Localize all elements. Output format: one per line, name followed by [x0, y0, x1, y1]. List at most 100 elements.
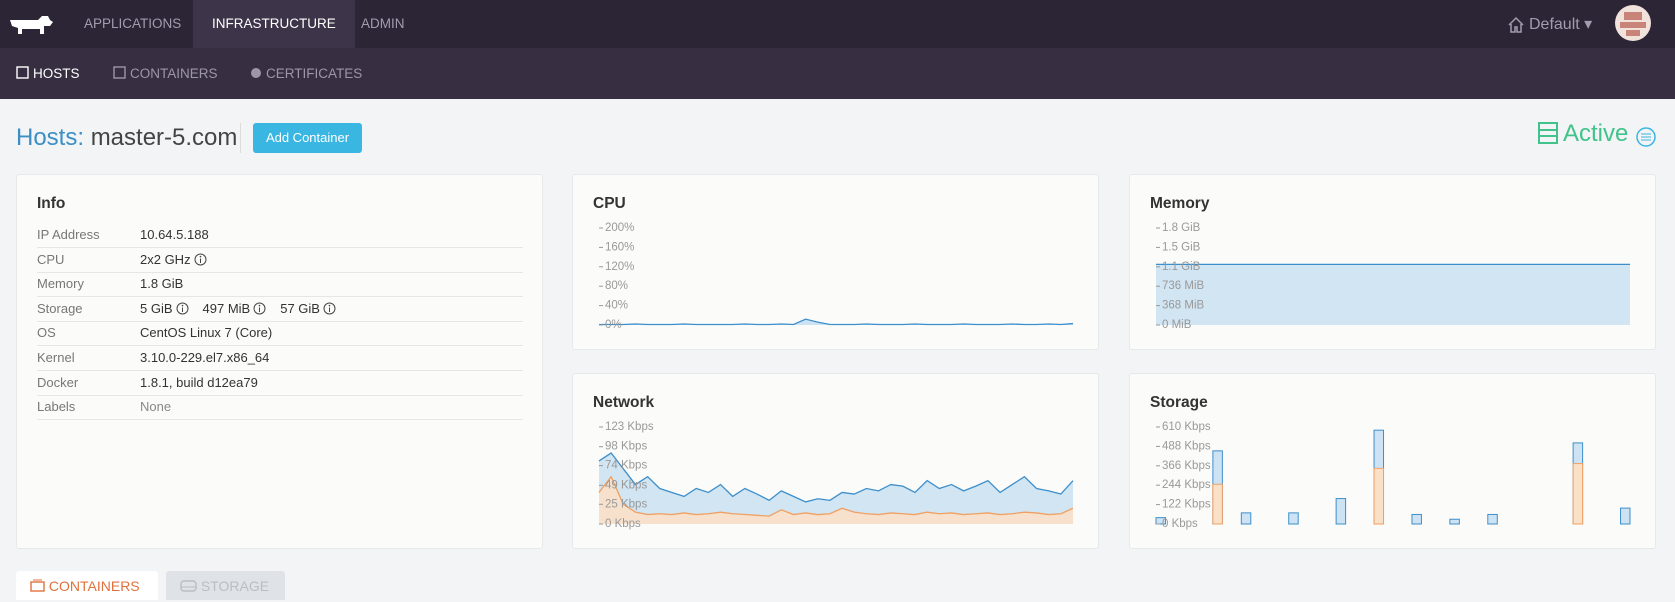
info-value: 2x2 GHz	[140, 251, 191, 267]
sub-item[interactable]: CONTAINERS	[113, 64, 218, 84]
info-value-wrap: 5 GiB	[140, 301, 189, 316]
area	[599, 453, 1073, 524]
y-tick-label: 488 Kbps	[1162, 440, 1211, 452]
y-tick-label: 0 MiB	[1162, 319, 1192, 331]
y-tick-label: 0 Kbps	[605, 518, 641, 530]
info-row: Memory 1.8 GiB	[37, 272, 523, 298]
bar	[1212, 483, 1223, 525]
state-icon	[1538, 122, 1558, 144]
info-label: OS	[37, 325, 56, 341]
y-tick-label: 736 MiB	[1162, 280, 1205, 292]
y-tick-label: 122 Kbps	[1162, 499, 1211, 511]
environment-select[interactable]: Default ▾	[1529, 16, 1593, 33]
avatar[interactable]	[1614, 4, 1652, 42]
info-values: 3.10.0-229.el7.x86_64	[140, 346, 283, 370]
chart-panel: CPU 0% 40% 80% 120% 160% 200%	[572, 174, 1099, 350]
chart: 0% 40% 80% 120% 160% 200%	[599, 222, 1074, 331]
sub-item[interactable]: CERTIFICATES	[249, 64, 362, 84]
panel-title: Memory	[1150, 195, 1210, 212]
info-values: 5 GiB 497 MiB 57 GiB	[140, 297, 350, 321]
containers-tab[interactable]: CONTAINERS	[16, 571, 158, 600]
info-value: 1.8 GiB	[140, 276, 184, 292]
chart-panel: Memory 0 MiB 368 MiB 736 MiB 1.1 GiB 1.5 GiB 1…	[1129, 174, 1656, 350]
environment-name: Default	[1529, 16, 1580, 33]
plot	[1156, 263, 1630, 325]
info-values: 10.64.5.188	[140, 223, 223, 247]
nav-item[interactable]: ADMIN	[361, 16, 405, 31]
info-row: CPU 2x2 GHz	[37, 248, 523, 273]
y-tick-label: 120%	[605, 261, 634, 273]
info-label: Kernel	[37, 350, 75, 365]
y-tick-label: 25 Kbps	[605, 498, 647, 510]
info-values: CentOS Linux 7 (Core)	[140, 321, 286, 345]
info-values: None	[140, 395, 185, 419]
y-tick-label: 244 Kbps	[1162, 479, 1211, 491]
icon-shape	[113, 66, 126, 79]
page-heading: Hosts: master-5.com	[16, 122, 237, 154]
icon-shape	[251, 68, 261, 78]
tab-label: CONTAINERS	[48, 578, 140, 594]
y-tick-label: 74 Kbps	[605, 460, 647, 472]
icon-shape	[258, 304, 261, 307]
bar	[1240, 512, 1252, 525]
y-tick-label: 368 MiB	[1162, 300, 1205, 312]
y-tick-label: 160%	[605, 241, 634, 253]
info-value: CentOS Linux 7 (Core)	[140, 325, 273, 341]
info-label: Storage	[37, 300, 83, 316]
info-panel: Info IP Address 10.64.5.188 CPU 2x2 GHz Memo…	[16, 174, 543, 549]
info-row: Docker 1.8.1, build d12ea79	[37, 371, 523, 396]
icon-shape	[194, 253, 207, 266]
info-value: 5 GiB	[140, 300, 173, 316]
icon-shape	[328, 304, 331, 307]
tab-label: STORAGE	[200, 578, 270, 594]
sub-icon	[16, 66, 29, 79]
info-value-wrap: 1.8.1, build d12ea79	[140, 375, 258, 390]
plot	[1155, 429, 1631, 525]
divider	[240, 123, 241, 153]
info-icon	[194, 253, 207, 266]
y-tick-label: 1.8 GiB	[1162, 222, 1201, 234]
area	[1156, 264, 1630, 325]
icon-shape	[323, 302, 336, 315]
icon-shape	[176, 302, 189, 315]
icon-shape	[16, 66, 29, 79]
info-icon	[253, 302, 266, 315]
info-value: 1.8.1, build d12ea79	[140, 374, 258, 390]
info-icon	[323, 302, 336, 315]
y-tick-label: 0%	[605, 319, 622, 331]
host-menu[interactable]	[1635, 126, 1657, 148]
sub-icon	[251, 68, 261, 78]
info-label: CPU	[37, 251, 65, 267]
y-tick-label: 80%	[605, 280, 628, 292]
tab-icon	[30, 579, 45, 592]
nav-item[interactable]: APPLICATIONS	[84, 16, 182, 31]
panel-title: CPU	[593, 195, 626, 212]
y-tick-label: 0 Kbps	[1162, 518, 1198, 530]
info-row: IP Address 10.64.5.188	[37, 223, 523, 248]
add-container-button[interactable]: Add Container	[253, 123, 362, 153]
logo[interactable]	[8, 14, 54, 36]
area	[599, 476, 1073, 524]
info-label: IP Address	[37, 227, 100, 242]
bar	[1572, 463, 1584, 525]
info-value: 3.10.0-229.el7.x86_64	[140, 350, 270, 365]
y-tick-label: 40%	[605, 300, 628, 312]
top-nav: Default ▾ APPLICATIONS INFRASTRUCTURE ADMI…	[0, 0, 1675, 48]
storage-tab[interactable]: STORAGE	[166, 571, 285, 600]
host-state: Active	[1563, 120, 1629, 147]
heading-prefix: Hosts:	[16, 124, 85, 151]
bar	[1288, 512, 1299, 525]
sub-item[interactable]: HOSTS	[16, 64, 80, 84]
info-value-wrap: 3.10.0-229.el7.x86_64	[140, 350, 269, 365]
bar	[1487, 513, 1498, 525]
chart: 0 Kbps 25 Kbps 49 Kbps 74 Kbps 98 Kbps 123 Kb…	[598, 421, 1074, 530]
nav-item[interactable]: INFRASTRUCTURE	[193, 0, 355, 48]
info-value-wrap: 10.64.5.188	[140, 227, 209, 242]
chart-panel: Network 0 Kbps 25 Kbps 49 Kbps 74 Kbps 98 Kbp…	[572, 373, 1099, 549]
info-value: 57 GiB	[280, 300, 320, 316]
panel-title: Info	[37, 195, 66, 212]
info-icon	[176, 302, 189, 315]
info-row: Storage 5 GiB 497 MiB 57 GiB	[37, 297, 523, 322]
info-values: 1.8 GiB	[140, 272, 197, 296]
